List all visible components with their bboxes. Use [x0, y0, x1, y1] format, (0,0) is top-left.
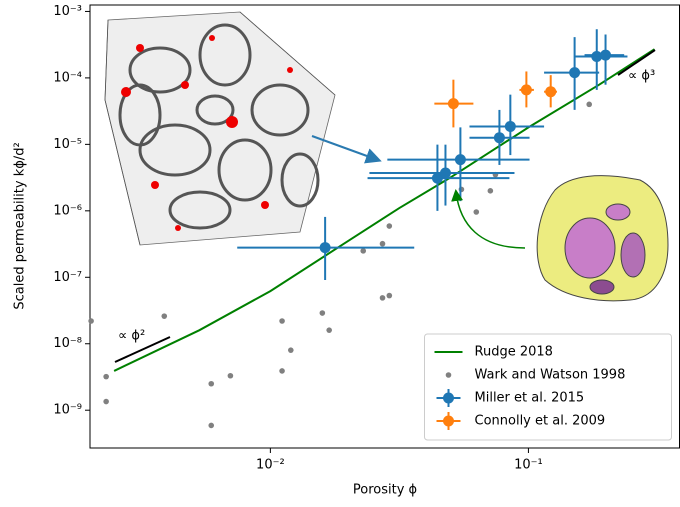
- data-point: [455, 154, 466, 165]
- data-point: [380, 295, 386, 301]
- legend: Rudge 2018 Wark and Watson 1998 Miller et …: [425, 334, 672, 440]
- data-point: [288, 347, 294, 353]
- data-point: [103, 399, 109, 405]
- data-point: [320, 310, 326, 316]
- x-tick-label: 10⁻¹: [514, 458, 543, 473]
- data-point: [279, 318, 285, 324]
- data-point: [228, 373, 234, 379]
- legend-label: Rudge 2018: [475, 345, 553, 360]
- data-point: [600, 50, 611, 61]
- data-point: [380, 241, 386, 247]
- y-tick-label: 10⁻⁵: [53, 137, 82, 152]
- legend-swatch: [443, 393, 454, 404]
- legend-label: Miller et al. 2015: [475, 391, 585, 406]
- y-axis-label: Scaled permeability kϕ/d²: [13, 142, 28, 309]
- data-point: [545, 86, 556, 97]
- legend-swatch: [446, 372, 452, 378]
- y-tick-label: 10⁻⁹: [53, 403, 82, 418]
- data-point: [208, 381, 214, 387]
- data-point: [440, 168, 451, 179]
- data-point: [279, 368, 285, 374]
- data-point: [387, 223, 393, 229]
- data-point: [320, 242, 331, 253]
- data-point: [387, 293, 393, 299]
- data-point: [103, 374, 109, 380]
- data-point: [208, 423, 214, 429]
- chart: 10⁻² 10⁻¹ 10⁻⁹ 10⁻⁸ 10⁻⁷ 10⁻⁶ 10⁻⁵ 10⁻⁴ 10⁻³ ∝ ϕ…: [0, 0, 680, 507]
- data-point: [473, 209, 479, 215]
- data-point: [569, 67, 580, 78]
- data-point: [586, 102, 592, 108]
- annotation: ∝ ϕ³: [628, 69, 655, 84]
- legend-swatch: [443, 416, 454, 427]
- legend-label: Wark and Watson 1998: [475, 368, 626, 383]
- x-tick-label: 10⁻²: [256, 458, 285, 473]
- data-point: [494, 132, 505, 143]
- data-point: [448, 98, 459, 109]
- y-tick-label: 10⁻⁷: [53, 270, 82, 285]
- y-tick-label: 10⁻⁸: [53, 336, 82, 351]
- inset-gyroid: [537, 176, 668, 301]
- data-point: [326, 327, 332, 333]
- data-point: [521, 84, 532, 95]
- data-point: [488, 188, 494, 194]
- data-point: [88, 318, 94, 324]
- y-tick-label: 10⁻³: [53, 4, 82, 19]
- page: 10⁻² 10⁻¹ 10⁻⁹ 10⁻⁸ 10⁻⁷ 10⁻⁶ 10⁻⁵ 10⁻⁴ 10⁻³ ∝ ϕ…: [0, 0, 680, 507]
- data-point: [161, 313, 167, 319]
- data-point: [505, 121, 516, 132]
- arrow: [456, 192, 525, 248]
- y-tick-label: 10⁻⁴: [53, 70, 82, 85]
- x-axis-label: Porosity ϕ: [353, 483, 417, 498]
- arrow: [312, 136, 378, 160]
- data-point: [360, 248, 366, 254]
- inset-network: [105, 12, 335, 245]
- legend-label: Connolly et al. 2009: [475, 414, 606, 429]
- annotation: ∝ ϕ²: [118, 329, 145, 344]
- y-tick-label: 10⁻⁶: [53, 203, 82, 218]
